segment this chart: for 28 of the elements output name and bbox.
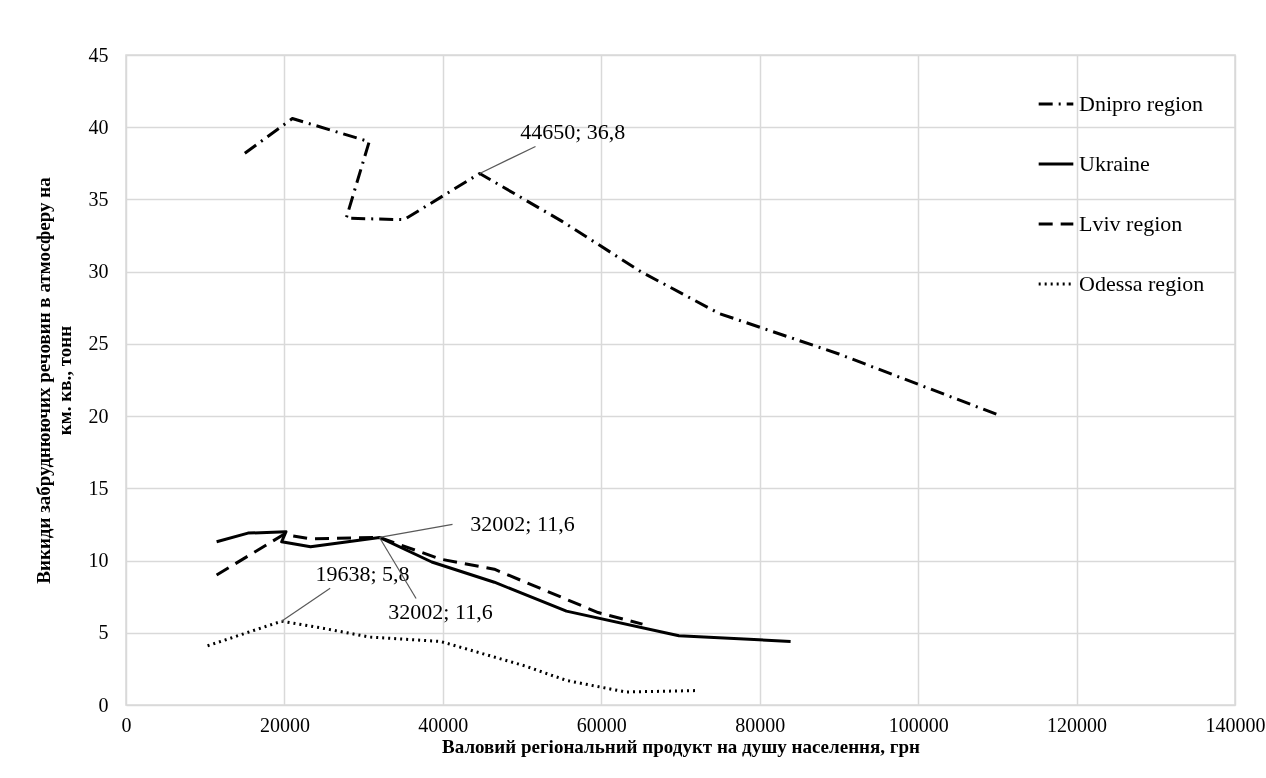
annotation: 19638; 5,8 bbox=[315, 561, 410, 587]
x-tick-label: 40000 bbox=[418, 713, 469, 736]
annotation: 44650; 36,8 bbox=[520, 119, 626, 145]
annotation: 32002; 11,6 bbox=[470, 511, 575, 537]
y-tick-label: 30 bbox=[88, 260, 109, 283]
x-tick-label: 140000 bbox=[1205, 713, 1266, 736]
y-tick-label: 40 bbox=[88, 115, 109, 138]
y-tick-label: 15 bbox=[88, 476, 109, 499]
y-tick-label: 45 bbox=[88, 43, 109, 66]
legend-label: Odessa region bbox=[1079, 271, 1205, 296]
x-tick-label: 100000 bbox=[888, 713, 949, 736]
y-axis-title: Викиди забруднюючих речовин в атмосферу на км. кв., тонн bbox=[32, 176, 75, 584]
legend-label: Dnipro region bbox=[1079, 91, 1204, 116]
x-tick-label: 80000 bbox=[735, 713, 786, 736]
x-tick-label: 60000 bbox=[576, 713, 627, 736]
x-tick-label: 120000 bbox=[1047, 713, 1108, 736]
y-tick-label: 10 bbox=[88, 549, 109, 572]
x-axis-title: Валовий регіональний продукт на душу населення, грн bbox=[442, 735, 920, 757]
y-tick-label: 0 bbox=[98, 693, 109, 716]
legend-label: Lviv region bbox=[1079, 211, 1183, 236]
y-tick-label: 35 bbox=[88, 187, 109, 210]
x-tick-label: 0 bbox=[121, 713, 132, 736]
y-tick-label: 20 bbox=[88, 404, 109, 427]
y-tick-label: 25 bbox=[88, 332, 109, 355]
x-tick-label: 20000 bbox=[259, 713, 310, 736]
y-tick-label: 5 bbox=[98, 621, 109, 644]
legend-label: Ukraine bbox=[1079, 151, 1150, 176]
annotation: 32002; 11,6 bbox=[388, 599, 493, 625]
